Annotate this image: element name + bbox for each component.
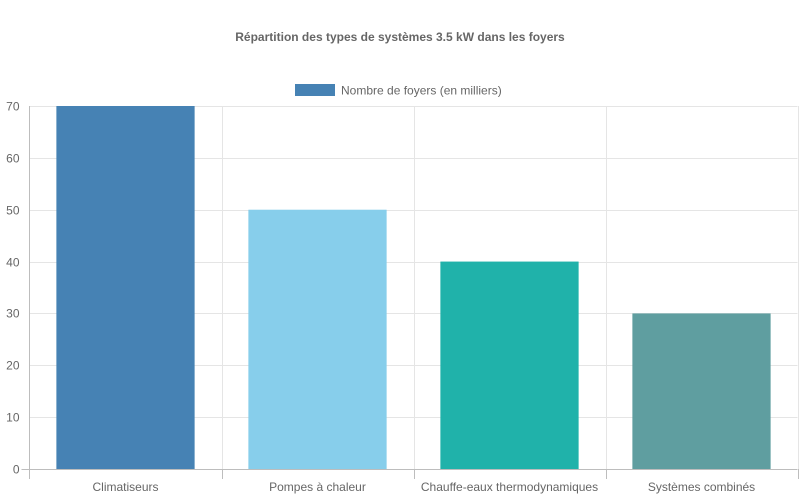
bar[interactable] (440, 261, 579, 469)
y-axis-tick-labels: 0 10 20 30 40 50 60 70 (6, 100, 20, 477)
y-tick-label: 30 (6, 307, 20, 321)
bars (56, 106, 771, 469)
y-tick-label: 10 (6, 411, 20, 425)
chart-title: Répartition des types de systèmes 3.5 kW… (235, 30, 565, 44)
y-tick-label: 70 (6, 100, 20, 114)
x-tick-label: Chauffe-eaux thermodynamiques (421, 480, 598, 494)
x-axis-tick-labels: Climatiseurs Pompes à chaleur Chauffe-eaux… (92, 480, 755, 494)
y-tick-label: 60 (6, 152, 20, 166)
y-tick-label: 0 (13, 463, 20, 477)
x-tick-label: Climatiseurs (92, 480, 158, 494)
legend-swatch (295, 84, 335, 96)
bar[interactable] (248, 209, 387, 469)
bar[interactable] (56, 106, 195, 469)
y-tick-label: 50 (6, 204, 20, 218)
x-tick-label: Pompes à chaleur (269, 480, 366, 494)
axes (21, 106, 799, 479)
legend-label: Nombre de foyers (en milliers) (341, 84, 502, 98)
bar[interactable] (632, 313, 771, 469)
y-tick-label: 20 (6, 359, 20, 373)
y-tick-label: 40 (6, 256, 20, 270)
legend[interactable]: Nombre de foyers (en milliers) (295, 84, 502, 98)
x-tick-label: Systèmes combinés (648, 480, 755, 494)
